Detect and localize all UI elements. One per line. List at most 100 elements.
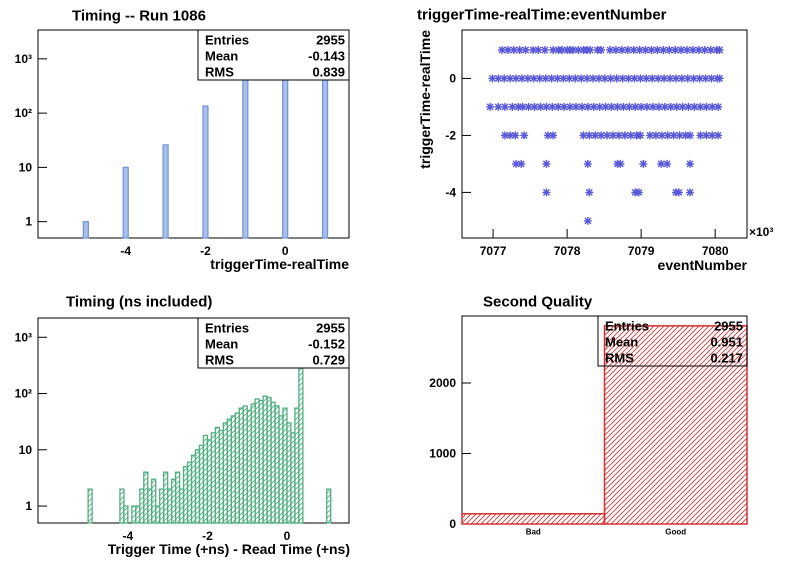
scatter-point (536, 102, 545, 111)
scatter-point (635, 45, 644, 54)
scatter-point (626, 131, 635, 140)
scatter-point (542, 188, 551, 197)
scatter-point (566, 102, 575, 111)
x-axis-multiplier: ×10³ (749, 225, 773, 239)
scatter-point (521, 45, 530, 54)
chart-title: Second Quality (483, 294, 593, 311)
scatter-point (616, 159, 625, 168)
scatter-point (690, 102, 699, 111)
scatter-point (695, 74, 704, 83)
scatter-point (506, 74, 515, 83)
scatter-point (634, 188, 643, 197)
y-tick-label: 2000 (429, 376, 456, 390)
scatter-point (701, 74, 710, 83)
x-tick-label: -4 (123, 529, 134, 543)
scatter-point (700, 45, 709, 54)
stats-label: Mean (605, 335, 638, 350)
scatter-point (549, 45, 558, 54)
x-tick-label: -2 (202, 529, 213, 543)
scatter-point (625, 102, 634, 111)
scatter-point (654, 74, 663, 83)
scatter-point (554, 102, 563, 111)
y-tick-label: 0 (449, 517, 456, 531)
histogram-bin (151, 478, 157, 524)
scatter-point (548, 102, 557, 111)
x-tick-label: 7077 (480, 244, 507, 258)
scatter-point (517, 74, 526, 83)
chart-title: triggerTime-realTime:eventNumber (417, 7, 667, 24)
y-tick-label: 0 (449, 71, 456, 85)
scatter-point (603, 131, 612, 140)
y-axis-label: triggerTime-realTime (417, 30, 433, 169)
scatter-point (494, 74, 503, 83)
chart-title: Timing (ns included) (66, 294, 212, 311)
stats-box (597, 315, 748, 367)
y-tick-label: 10 (19, 443, 33, 457)
stats-label: Entries (205, 321, 249, 336)
y-tick-label: 10² (15, 387, 32, 401)
y-tick-label: 10 (19, 160, 33, 174)
stats-box (197, 317, 350, 369)
scatter-point (574, 45, 583, 54)
scatter-point (696, 131, 705, 140)
scatter-point (524, 102, 533, 111)
scatter-point (601, 102, 610, 111)
scatter-point (518, 102, 527, 111)
scatter-point (714, 131, 723, 140)
stats-value: 0.729 (312, 353, 345, 368)
scatter-point (630, 74, 639, 83)
scatter-point (671, 45, 680, 54)
scatter-point (589, 74, 598, 83)
scatter-point (600, 74, 609, 83)
scatter-point (624, 74, 633, 83)
scatter-point (585, 131, 594, 140)
scatter-point (715, 74, 724, 83)
scatter-point (660, 74, 669, 83)
scatter-point (654, 102, 663, 111)
scatter-point (660, 102, 669, 111)
stats-value: 2955 (316, 321, 345, 336)
scatter-point (683, 74, 692, 83)
scatter-point (674, 188, 683, 197)
scatter-point (553, 74, 562, 83)
x-tick-label: 0 (282, 244, 289, 258)
bar (242, 67, 249, 239)
scatter-point (512, 74, 521, 83)
scatter-point (702, 102, 711, 111)
scatter-point (500, 102, 509, 111)
scatter-point (614, 131, 623, 140)
stats-value: 0.951 (710, 335, 743, 350)
scatter-point (597, 45, 606, 54)
scatter-point (520, 131, 529, 140)
scatter-point (647, 45, 656, 54)
scatter-point (672, 102, 681, 111)
y-tick-label: 10² (15, 106, 32, 120)
scatter-point (557, 45, 566, 54)
scatter-point (666, 102, 675, 111)
scatter-point (623, 45, 632, 54)
stats-label: RMS (205, 65, 234, 80)
x-tick-label: -4 (120, 244, 131, 258)
scatter-point (688, 45, 697, 54)
scatter-point (577, 102, 586, 111)
scatter-point (583, 216, 592, 225)
scatter-point (542, 159, 551, 168)
scatter-point (683, 45, 692, 54)
scatter-point (648, 102, 657, 111)
scatter-point (686, 159, 694, 168)
scatter-point (663, 131, 672, 140)
scatter-point (665, 45, 674, 54)
scatter-point (678, 102, 687, 111)
scatter-point (648, 74, 657, 83)
scatter-point (540, 45, 549, 54)
bar (461, 513, 606, 525)
scatter-point (702, 131, 711, 140)
scatter-point (503, 45, 512, 54)
scatter-point (589, 102, 598, 111)
scatter-point (706, 45, 715, 54)
scatter-point (657, 131, 666, 140)
scatter-point (523, 74, 532, 83)
scatter-point (529, 45, 538, 54)
scatter-point (606, 74, 615, 83)
